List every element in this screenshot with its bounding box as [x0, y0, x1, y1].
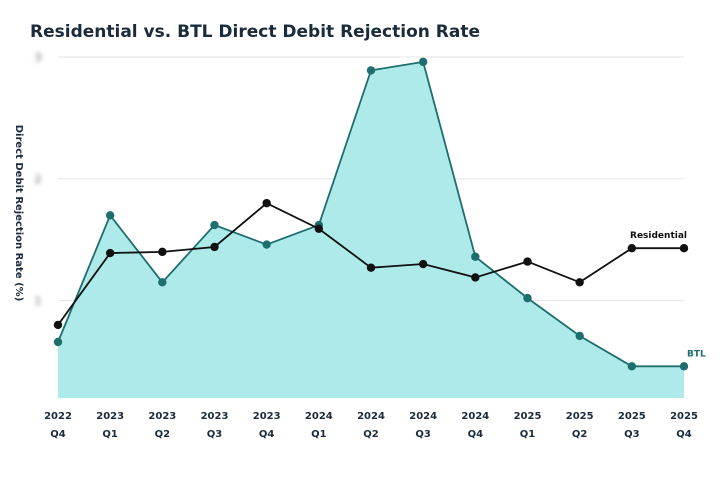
x-tick-label: 2025 Q4: [670, 411, 698, 440]
point: [366, 66, 376, 75]
point: [523, 293, 532, 303]
point: [679, 244, 689, 253]
point: [575, 331, 584, 341]
point: [627, 244, 637, 253]
point: [262, 240, 271, 249]
point: [627, 362, 637, 371]
point: [523, 257, 532, 266]
x-tick-label: 2024 Q2: [357, 411, 385, 440]
point: [53, 337, 63, 347]
point: [679, 362, 689, 371]
point: [210, 242, 219, 252]
point: [210, 220, 219, 230]
x-tick-label: 2025 Q2: [565, 411, 594, 440]
x-tick-label: 2025 Q1: [513, 411, 542, 440]
x-tick-label: 2023 Q1: [96, 411, 125, 440]
point: [53, 320, 63, 330]
point: [418, 259, 428, 269]
point: [471, 252, 480, 261]
x-tick-label: 2024 Q1: [304, 411, 333, 440]
area: [58, 61, 684, 398]
point: [314, 224, 324, 233]
y-tick-label: 3: [35, 51, 42, 64]
point: [158, 247, 167, 257]
legend-label: BTL: [687, 349, 706, 359]
y-tick-label: 1: [35, 295, 42, 308]
chart-title: Residential vs. BTL Direct Debit Rejecti…: [30, 22, 480, 42]
point: [366, 263, 376, 272]
point: [158, 278, 167, 287]
point: [105, 248, 115, 258]
y-axis-label: Direct Debit Rejection Rate (%): [13, 125, 24, 302]
point: [575, 278, 584, 287]
point: [471, 273, 480, 282]
x-tick-label: 2023 Q3: [200, 411, 229, 440]
legend-label: Residential: [630, 231, 687, 241]
point: [418, 57, 428, 67]
x-tick-label: 2024 Q3: [409, 411, 438, 440]
x-tick-label: 2024 Q4: [461, 411, 490, 440]
point: [105, 211, 115, 220]
y-tick-label: 2: [35, 173, 42, 186]
x-tick-label: 2023 Q4: [252, 411, 281, 440]
x-tick-label: 2022 Q4: [44, 411, 72, 440]
x-tick-label: 2023 Q2: [148, 411, 177, 440]
x-tick-label: 2025 Q3: [617, 411, 646, 440]
point: [262, 198, 271, 208]
